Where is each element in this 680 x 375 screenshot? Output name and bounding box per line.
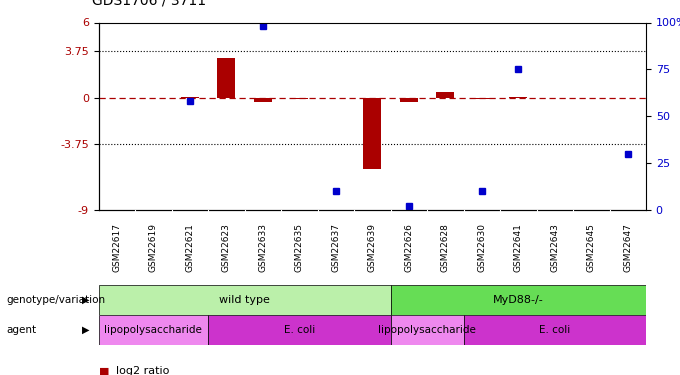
Bar bbox=[436, 92, 454, 98]
Bar bbox=[208, 315, 390, 345]
Text: GSM22635: GSM22635 bbox=[295, 223, 304, 272]
Text: GSM22626: GSM22626 bbox=[405, 223, 413, 272]
Text: GDS1706 / 3711: GDS1706 / 3711 bbox=[92, 0, 206, 8]
Bar bbox=[390, 285, 646, 315]
Text: GSM22645: GSM22645 bbox=[587, 223, 596, 272]
Bar bbox=[290, 98, 309, 99]
Text: ■: ■ bbox=[99, 366, 109, 375]
Text: GSM22637: GSM22637 bbox=[331, 223, 340, 272]
Text: ▶: ▶ bbox=[82, 295, 89, 305]
Bar bbox=[181, 96, 199, 98]
Bar bbox=[464, 315, 646, 345]
Text: GSM22617: GSM22617 bbox=[112, 223, 121, 272]
Text: GSM22633: GSM22633 bbox=[258, 223, 267, 272]
Text: GSM22647: GSM22647 bbox=[624, 223, 632, 272]
Text: GSM22630: GSM22630 bbox=[477, 223, 486, 272]
Text: wild type: wild type bbox=[219, 295, 270, 305]
Bar bbox=[473, 98, 491, 99]
Text: genotype/variation: genotype/variation bbox=[7, 295, 106, 305]
Text: log2 ratio: log2 ratio bbox=[116, 366, 169, 375]
Bar bbox=[363, 98, 381, 170]
Text: GSM22643: GSM22643 bbox=[550, 223, 559, 272]
Text: lipopolysaccharide: lipopolysaccharide bbox=[105, 325, 202, 335]
Text: GSM22623: GSM22623 bbox=[222, 223, 231, 272]
Text: MyD88-/-: MyD88-/- bbox=[493, 295, 543, 305]
Text: E. coli: E. coli bbox=[284, 325, 315, 335]
Text: E. coli: E. coli bbox=[539, 325, 571, 335]
Bar bbox=[99, 285, 390, 315]
Text: GSM22619: GSM22619 bbox=[149, 223, 158, 272]
Text: agent: agent bbox=[7, 325, 37, 335]
Text: GSM22641: GSM22641 bbox=[514, 223, 523, 272]
Bar bbox=[390, 315, 464, 345]
Bar bbox=[254, 98, 272, 102]
Text: GSM22639: GSM22639 bbox=[368, 223, 377, 272]
Bar bbox=[217, 57, 235, 98]
Bar bbox=[400, 98, 418, 102]
Text: GSM22628: GSM22628 bbox=[441, 223, 449, 272]
Text: ▶: ▶ bbox=[82, 325, 89, 335]
Text: lipopolysaccharide: lipopolysaccharide bbox=[378, 325, 476, 335]
Text: GSM22621: GSM22621 bbox=[186, 223, 194, 272]
Bar bbox=[99, 315, 208, 345]
